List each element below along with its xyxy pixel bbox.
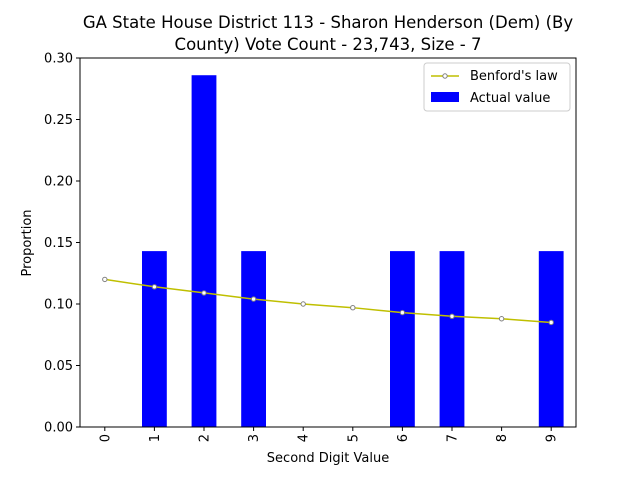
x-axis-label: Second Digit Value xyxy=(267,451,389,466)
bar-digit-3 xyxy=(241,251,266,427)
legend-actual-swatch xyxy=(431,92,459,102)
legend-benford-label: Benford's law xyxy=(470,69,558,84)
bar-digit-9 xyxy=(538,251,564,427)
x-tick-label: 1 xyxy=(148,434,163,442)
y-tick-label: 0.10 xyxy=(44,298,73,313)
bar-digit-1 xyxy=(142,251,167,427)
benford-point-digit-9 xyxy=(548,319,554,326)
legend-benford-marker xyxy=(442,73,448,79)
x-tick-label: 4 xyxy=(297,434,312,442)
y-tick-label: 0.00 xyxy=(44,421,73,436)
benford-point-digit-6 xyxy=(399,309,406,316)
x-tick-label: 6 xyxy=(396,434,411,442)
x-tick-label: 7 xyxy=(446,434,461,442)
bar-digit-2 xyxy=(191,75,217,427)
chart-title-line-1: GA State House District 113 - Sharon Hen… xyxy=(83,13,574,32)
y-tick-label: 0.25 xyxy=(44,113,73,128)
benford-point-digit-4 xyxy=(300,301,306,307)
benford-point-digit-7 xyxy=(449,313,455,319)
benford-line xyxy=(104,278,552,324)
benford-point-digit-5 xyxy=(350,304,356,311)
y-axis: 0.00 0.05 0.10 0.15 0.20 0.25 0.30 xyxy=(44,52,80,436)
x-tick-label: 0 xyxy=(98,434,113,442)
chart-title: GA State House District 113 - Sharon Hen… xyxy=(83,13,574,54)
legend: Benford's law Actual value xyxy=(423,62,571,112)
y-axis-label: Proportion xyxy=(20,209,35,276)
chart-title-line-2: County) Vote Count - 23,743, Size - 7 xyxy=(175,35,482,54)
y-tick-label: 0.15 xyxy=(44,236,73,251)
x-tick-label: 2 xyxy=(198,434,213,442)
y-tick-label: 0.05 xyxy=(44,359,73,374)
y-tick-label: 0.20 xyxy=(44,175,73,190)
x-tick-label: 9 xyxy=(545,434,560,442)
benford-point-digit-8 xyxy=(498,316,505,322)
legend-box xyxy=(423,62,571,112)
benford-line-layer xyxy=(102,276,554,326)
plot-area xyxy=(142,75,564,427)
benford-point-digit-0 xyxy=(102,276,108,283)
bar-digit-6 xyxy=(390,251,415,427)
x-axis: 0 1 2 3 4 5 6 7 8 9 xyxy=(98,427,560,442)
benford-point-digit-1 xyxy=(151,284,158,290)
x-tick-label: 3 xyxy=(247,434,262,442)
bar-digit-7 xyxy=(439,251,465,427)
benford-point-digit-2 xyxy=(201,290,207,296)
y-tick-label: 0.30 xyxy=(44,52,73,67)
benford-point-digit-3 xyxy=(250,296,257,302)
x-tick-label: 8 xyxy=(495,434,510,442)
x-tick-label: 5 xyxy=(346,434,361,442)
legend-actual-label: Actual value xyxy=(470,91,550,106)
